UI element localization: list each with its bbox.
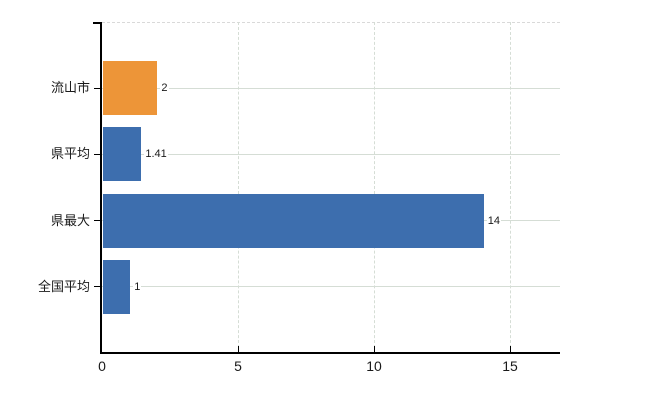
- category-label: 流山市: [50, 80, 90, 96]
- x-tick-label: 15: [502, 358, 518, 374]
- y-axis-tick: [94, 87, 100, 89]
- horizontal-gridline: [102, 286, 560, 288]
- bar-value-label: 1.41: [144, 147, 168, 162]
- y-axis-top-cap-tick: [93, 22, 100, 24]
- x-axis-line: [100, 352, 560, 354]
- x-axis-tick: [510, 346, 511, 352]
- horizontal-gridline: [102, 153, 560, 155]
- vertical-gridline: [510, 22, 511, 353]
- category-label: 県最大: [50, 212, 90, 228]
- y-axis-tick: [94, 153, 100, 155]
- y-axis-line: [100, 22, 102, 354]
- bar-value-label: 14: [486, 213, 502, 228]
- y-axis-tick: [94, 286, 100, 288]
- plot-top-border: [102, 22, 560, 23]
- bar-value-label: 1: [133, 279, 142, 294]
- vertical-gridline: [374, 22, 375, 353]
- x-axis-tick: [374, 346, 375, 352]
- y-axis-tick: [94, 220, 100, 222]
- x-tick-label: 0: [98, 358, 106, 374]
- x-axis-tick: [238, 346, 239, 352]
- horizontal-gridline: [102, 87, 560, 89]
- x-tick-label: 5: [234, 358, 242, 374]
- x-tick-label: 10: [366, 358, 382, 374]
- bar-value-label: 2: [160, 81, 169, 96]
- vertical-gridline: [238, 22, 239, 353]
- bar-1: [103, 61, 158, 116]
- bar-4: [103, 259, 131, 314]
- bar-3: [103, 193, 484, 248]
- category-label: 県平均: [50, 146, 90, 162]
- category-label: 全国平均: [37, 278, 90, 294]
- bar-2: [103, 127, 142, 182]
